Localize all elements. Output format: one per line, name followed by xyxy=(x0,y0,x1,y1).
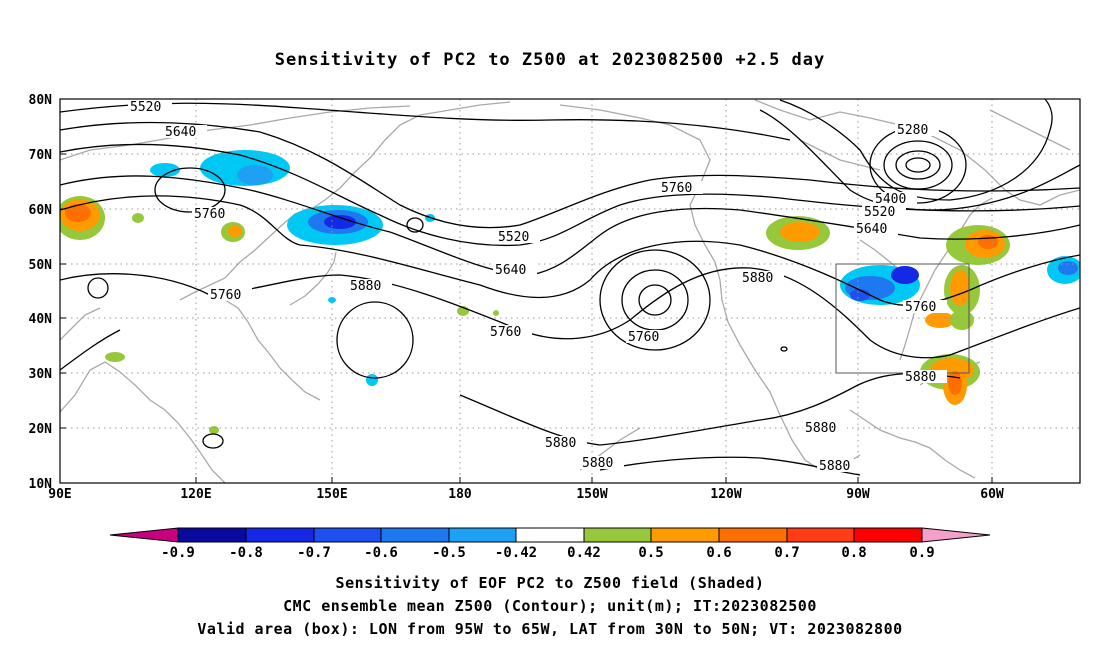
valid-area-box xyxy=(835,263,970,374)
contour-label: 5880 xyxy=(905,370,936,385)
lon-axis: 90E 120E 150E 180 150W 120W 90W 60W xyxy=(48,487,1004,502)
contour-label: 5760 xyxy=(661,181,692,196)
colorbar-label: 0.6 xyxy=(706,545,731,560)
contour-label: 5760 xyxy=(628,330,659,345)
lat-label: 40N xyxy=(29,312,53,327)
lat-label: 10N xyxy=(29,477,53,492)
lon-label: 90W xyxy=(846,487,870,502)
contour-label: 5520 xyxy=(130,100,161,115)
colorbar-label: 0.5 xyxy=(638,545,663,560)
contour-label: 5880 xyxy=(582,456,613,471)
plot-frame xyxy=(59,98,1081,484)
caption-shading: Sensitivity of EOF PC2 to Z500 field (Sh… xyxy=(335,574,765,592)
contour-label: 5640 xyxy=(165,125,196,140)
map-figure: 5520 5640 5760 5280 5400 5520 5640 5760 … xyxy=(29,93,1081,560)
contour-label: 5400 xyxy=(875,192,906,207)
figure-title: Sensitivity of PC2 to Z500 at 2023082500… xyxy=(274,50,826,70)
lat-label: 50N xyxy=(29,258,53,273)
colorbar-label: 0.42 xyxy=(567,545,601,560)
lon-label: 60W xyxy=(980,487,1004,502)
z500-contours xyxy=(60,99,1080,476)
lat-label: 60N xyxy=(29,203,53,218)
lat-label: 30N xyxy=(29,367,53,382)
axis-ticks xyxy=(59,98,993,484)
lon-label: 150W xyxy=(576,487,607,502)
caption-valid-area: Valid area (box): LON from 95W to 65W, L… xyxy=(197,620,903,638)
lat-label: 20N xyxy=(29,422,53,437)
colorbar-label: 0.7 xyxy=(774,545,799,560)
colorbar-end-right xyxy=(921,527,991,543)
lon-label: 150E xyxy=(316,487,347,502)
lat-label: 70N xyxy=(29,148,53,163)
contour-labels: 5520 5640 5760 5280 5400 5520 5640 5760 … xyxy=(128,100,947,474)
colorbar-label: 0.8 xyxy=(841,545,866,560)
colorbar-label: -0.8 xyxy=(229,545,263,560)
colorbar-label: 0.9 xyxy=(909,545,934,560)
caption-contour: CMC ensemble mean Z500 (Contour); unit(m… xyxy=(283,597,817,615)
contour-label: 5760 xyxy=(905,300,936,315)
lon-label: 180 xyxy=(448,487,472,502)
colorbar-label: -0.6 xyxy=(364,545,398,560)
contour-label: 5760 xyxy=(210,288,241,303)
colorbar-label: -0.9 xyxy=(161,545,195,560)
contour-label: 5880 xyxy=(819,459,850,474)
lon-label: 120E xyxy=(180,487,211,502)
contour-label: 5520 xyxy=(498,230,529,245)
contour-label: 5760 xyxy=(490,325,521,340)
contour-label: 5880 xyxy=(805,421,836,436)
contour-label: 5760 xyxy=(194,207,225,222)
contour-label: 5280 xyxy=(897,123,928,138)
colorbar-label: -0.5 xyxy=(432,545,466,560)
contour-label: 5640 xyxy=(856,222,887,237)
contour-label: 5880 xyxy=(545,436,576,451)
contour-label: 5640 xyxy=(495,263,526,278)
colorbar-label: -0.42 xyxy=(495,545,537,560)
lon-label: 120W xyxy=(710,487,741,502)
colorbar xyxy=(109,527,991,543)
contour-label: 5880 xyxy=(742,271,773,286)
colorbar-end-left xyxy=(109,527,179,543)
gridlines xyxy=(60,99,1080,483)
contour-label: 5520 xyxy=(864,205,895,220)
colorbar-labels: -0.9 -0.8 -0.7 -0.6 -0.5 -0.42 0.42 0.5 … xyxy=(161,545,935,560)
lon-label: 90E xyxy=(48,487,71,502)
lat-label: 80N xyxy=(29,93,53,108)
colorbar-label: -0.7 xyxy=(297,545,331,560)
lat-axis: 10N 20N 30N 40N 50N 60N 70N 80N xyxy=(29,93,53,492)
contour-label: 5880 xyxy=(350,279,381,294)
